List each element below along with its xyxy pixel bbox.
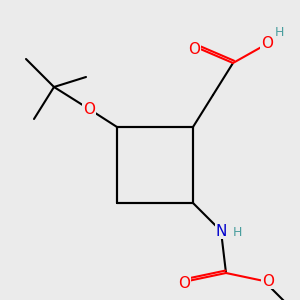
Text: O: O [262,274,274,289]
Text: O: O [261,35,273,50]
Text: H: H [233,226,242,239]
Text: N: N [215,224,227,238]
Text: O: O [188,43,200,58]
Text: O: O [83,101,95,116]
Text: O: O [178,275,190,290]
Text: H: H [274,26,284,40]
